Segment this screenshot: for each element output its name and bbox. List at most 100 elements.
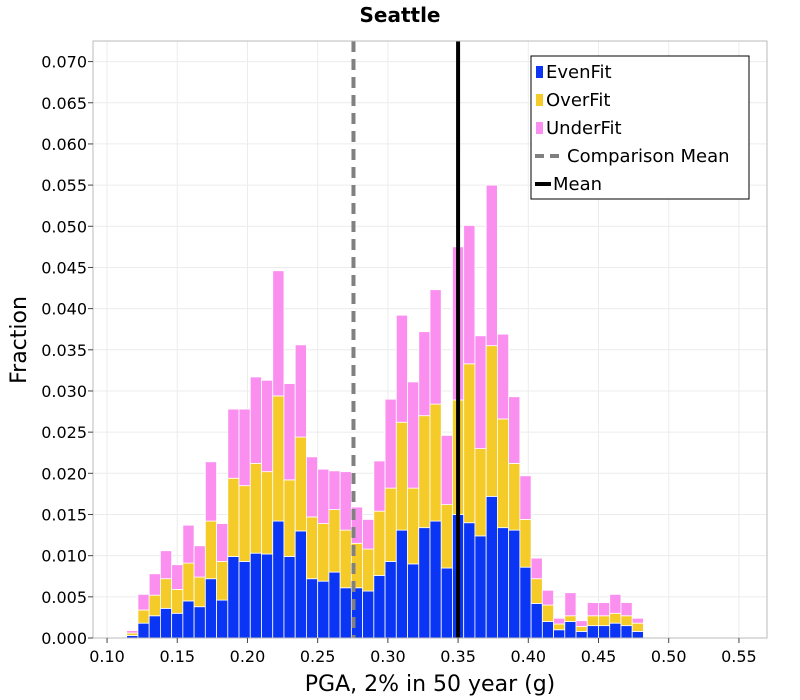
bar-evenfit-6 (159, 607, 173, 639)
bar-underfit-33 (463, 225, 476, 365)
bar-underfit-30 (429, 289, 442, 405)
bar-evenfit-17 (283, 556, 296, 639)
x-tick-label-3: 0.25 (300, 647, 336, 666)
bar-overfit-39 (530, 578, 543, 604)
x-axis-ticks: 0.10 0.15 0.20 0.25 0.30 0.35 0.40 0.45 0.50 0.55 (89, 638, 757, 666)
bar-overfit-30 (429, 403, 442, 522)
y-tick-label-6: 0.030 (41, 382, 87, 401)
y-tick-label-7: 0.035 (41, 341, 87, 360)
legend-box (530, 55, 750, 200)
bar-overfit-43 (575, 626, 588, 632)
bar-overfit-14 (249, 463, 262, 554)
legend-label-overfit: OverFit (546, 90, 610, 111)
bar-overfit-13 (238, 485, 251, 562)
bar-evenfit-33 (463, 522, 476, 639)
bar-evenfit-43 (575, 631, 588, 639)
chart-title: Seattle (359, 3, 440, 27)
bar-evenfit-37 (508, 529, 521, 639)
bar-underfit-37 (508, 396, 521, 464)
bar-underfit-35 (485, 184, 498, 347)
bar-underfit-3 (126, 630, 139, 634)
bar-overfit-42 (564, 615, 577, 622)
bar-overfit-38 (519, 519, 532, 568)
legend-swatch-overfit (536, 94, 543, 106)
bar-underfit-14 (249, 376, 262, 464)
bar-evenfit-45 (598, 625, 611, 639)
bar-overfit-15 (261, 471, 274, 555)
bar-evenfit-48 (631, 631, 644, 639)
bar-overfit-40 (541, 604, 554, 622)
y-tick-label-5: 0.025 (41, 423, 87, 442)
bar-evenfit-5 (148, 615, 161, 639)
bar-evenfit-20 (317, 580, 330, 639)
bar-underfit-10 (204, 461, 217, 522)
bar-overfit-21 (328, 509, 341, 573)
bar-evenfit-39 (530, 603, 543, 639)
y-axis-ticks: 0.000 0.005 0.010 0.015 0.020 0.025 0.030 0.035… (41, 53, 93, 648)
bar-underfit-42 (564, 592, 577, 617)
bar-evenfit-35 (485, 495, 498, 639)
plot-frame (92, 40, 768, 639)
bar-overfit-41 (553, 623, 566, 631)
bar-evenfit-23 (350, 587, 364, 639)
bar-evenfit-16 (272, 520, 285, 639)
bar-evenfit-41 (553, 629, 566, 639)
bar-overfit-46 (609, 612, 622, 624)
bar-underfit-11 (216, 523, 229, 562)
bar-evenfit-36 (496, 527, 510, 639)
bar-underfit-5 (148, 573, 161, 596)
bar-overfit-44 (586, 615, 599, 627)
bar-overfit-8 (182, 562, 195, 602)
x-tick-label-0: 0.10 (89, 647, 125, 666)
bar-evenfit-24 (362, 590, 375, 639)
bar-overfit-27 (395, 421, 408, 531)
bar-underfit-9 (193, 545, 206, 578)
bar-underfit-20 (317, 468, 330, 524)
bar-overfit-17 (283, 479, 296, 557)
bar-underfit-26 (384, 398, 397, 489)
bar-overfit-29 (418, 415, 431, 529)
bar-evenfit-22 (339, 587, 352, 639)
bar-overfit-20 (317, 523, 330, 582)
bar-evenfit-18 (294, 530, 307, 639)
bar-overfit-5 (148, 594, 161, 617)
bar-underfit-17 (283, 383, 296, 481)
bar-overfit-45 (598, 615, 611, 627)
bar-underfit-6 (159, 550, 173, 580)
bar-evenfit-31 (440, 567, 453, 639)
bar-overfit-26 (384, 487, 397, 562)
bar-evenfit-30 (429, 520, 442, 639)
x-tick-label-7: 0.45 (581, 647, 617, 666)
x-tick-label-1: 0.15 (159, 647, 195, 666)
bar-underfit-25 (373, 460, 386, 512)
bar-overfit-47 (620, 615, 633, 627)
bar-underfit-21 (328, 470, 341, 510)
bar-underfit-29 (418, 331, 431, 417)
bar-underfit-15 (261, 379, 274, 473)
bar-underfit-28 (407, 381, 420, 489)
bar-overfit-33 (463, 363, 476, 524)
bar-evenfit-46 (609, 622, 622, 639)
legend-swatch-underfit (536, 122, 543, 134)
bar-overfit-7 (171, 589, 184, 614)
bar-overfit-6 (159, 578, 173, 609)
bar-underfit-46 (609, 593, 622, 614)
bar-underfit-39 (530, 557, 543, 580)
bar-underfit-44 (586, 602, 599, 617)
bar-overfit-34 (474, 448, 487, 537)
bar-overfit-10 (204, 520, 217, 580)
bar-underfit-22 (339, 471, 352, 531)
bar-evenfit-4 (137, 622, 150, 639)
bar-underfit-4 (137, 593, 150, 611)
x-tick-label-5: 0.35 (440, 647, 476, 666)
bar-overfit-19 (306, 516, 319, 580)
legend-label-underfit: UnderFit (546, 118, 622, 139)
bar-evenfit-11 (216, 599, 229, 639)
bar-underfit-27 (395, 314, 408, 423)
bar-overfit-28 (407, 487, 420, 565)
bar-underfit-18 (294, 344, 307, 438)
y-tick-label-2: 0.010 (41, 547, 87, 566)
x-tick-label-2: 0.20 (230, 647, 266, 666)
x-tick-label-8: 0.50 (651, 647, 687, 666)
